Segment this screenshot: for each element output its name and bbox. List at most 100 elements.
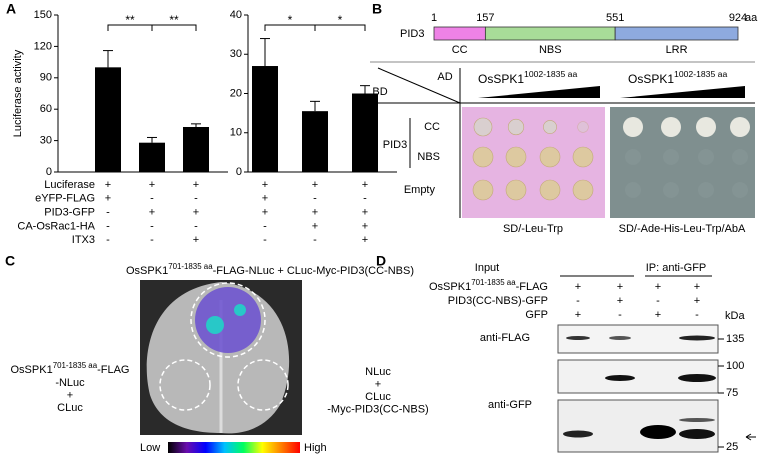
- band: [678, 374, 716, 382]
- input-label: Input: [475, 262, 499, 274]
- y-tick-label: 120: [34, 40, 52, 52]
- sig-label: *: [338, 13, 343, 27]
- row-label: Empty: [404, 184, 436, 196]
- left-label-base: OsSPK1: [11, 364, 53, 376]
- unit-label: aa: [745, 12, 758, 24]
- colony: [698, 182, 714, 198]
- panel-letter: C: [5, 253, 15, 269]
- band: [563, 430, 593, 438]
- marker-label: 25: [726, 441, 738, 453]
- condition-label: eYFP-FLAG: [35, 193, 95, 205]
- domain-label: CC: [452, 44, 468, 56]
- condition-label: ITX3: [72, 234, 95, 246]
- condition-label: PID3-GFP: [44, 207, 95, 219]
- roi: [190, 282, 266, 358]
- left-line: -NLuc: [55, 377, 85, 389]
- y-tick-label: 10: [230, 127, 242, 139]
- roi: [159, 359, 211, 411]
- row-cell: +: [694, 281, 700, 293]
- colony: [732, 182, 748, 198]
- y-tick-label: 30: [40, 135, 52, 147]
- domain: [614, 26, 739, 41]
- condition-cell: +: [105, 179, 111, 191]
- gradient-wedge: [620, 86, 745, 98]
- row-label-base: GFP: [525, 309, 548, 321]
- left-line: CLuc: [57, 402, 83, 414]
- sig-bracket: [314, 24, 366, 31]
- condition-cell: +: [362, 179, 368, 191]
- row-cell: +: [694, 295, 700, 307]
- band: [640, 425, 676, 439]
- condition-cell: +: [362, 234, 368, 246]
- arrow: [745, 433, 756, 441]
- position-label: 1: [431, 12, 437, 24]
- row-cell: -: [576, 295, 580, 307]
- left-label-rest: -FLAG: [97, 364, 129, 376]
- row-label: GFP: [525, 309, 548, 321]
- y-tick-label: 60: [40, 103, 52, 115]
- bait-label-sup: 1002-1835 aa: [524, 69, 577, 79]
- row-label-base: OsSPK1: [429, 281, 471, 293]
- colony: [473, 117, 493, 137]
- row-label: PID3(CC-NBS)-GFP: [448, 295, 548, 307]
- row-cell: +: [617, 281, 623, 293]
- colony: [472, 146, 494, 168]
- roi: [237, 359, 289, 411]
- colony: [539, 146, 561, 168]
- marker-label: 75: [726, 387, 738, 399]
- high-label: High: [304, 442, 327, 454]
- band: [605, 375, 635, 381]
- row-label-sup: 701-1835 aa: [471, 278, 516, 287]
- sig-label: *: [288, 13, 293, 27]
- colony: [577, 121, 589, 133]
- y-tick-label: 30: [230, 48, 242, 60]
- c-title-base: OsSPK1: [126, 265, 168, 277]
- blot: [557, 399, 719, 453]
- row-label: CC: [424, 121, 440, 133]
- condition-cell: +: [262, 207, 268, 219]
- marker-label: 100: [726, 360, 744, 372]
- condition-label: Luciferase: [44, 179, 95, 191]
- right-line: +: [375, 378, 381, 390]
- domain-label: LRR: [666, 44, 688, 56]
- condition-cell: -: [313, 193, 317, 205]
- c-title-rest: -FLAG-NLuc + CLuc-Myc-PID3(CC-NBS): [213, 265, 414, 277]
- bd-label: BD: [372, 86, 387, 98]
- condition-cell: -: [106, 220, 110, 232]
- bait-label: OsSPK11002-1835 aa: [478, 69, 577, 86]
- colony: [625, 149, 641, 165]
- sig-bracket: [151, 24, 197, 31]
- bait-label: OsSPK11002-1835 aa: [628, 69, 727, 86]
- bar: [95, 67, 121, 172]
- row-cell: +: [575, 281, 581, 293]
- sig-label: **: [125, 13, 135, 27]
- condition-cell: +: [149, 207, 155, 219]
- condition-cell: +: [262, 193, 268, 205]
- bar: [183, 126, 209, 172]
- row-cell: +: [575, 309, 581, 321]
- bait-label-base: OsSPK1: [628, 72, 674, 86]
- row-label-base: PID3(CC-NBS)-GFP: [448, 295, 548, 307]
- row-cell: +: [655, 309, 661, 321]
- y-tick-label: 0: [46, 166, 52, 178]
- row-cell: -: [618, 309, 622, 321]
- position-label: 551: [606, 12, 624, 24]
- panel-letter: A: [6, 1, 16, 17]
- bar: [252, 66, 278, 172]
- condition-cell: +: [362, 220, 368, 232]
- c-title-sup: 701-1835 aa: [168, 262, 213, 271]
- condition-cell: -: [363, 193, 367, 205]
- domain: [433, 26, 486, 41]
- bait-label-base: OsSPK1: [478, 72, 524, 86]
- gradient-wedge: [478, 86, 600, 98]
- colony: [663, 149, 679, 165]
- colony: [539, 179, 561, 201]
- panel-letter: B: [372, 1, 382, 17]
- bait-label-sup: 1002-1835 aa: [674, 69, 727, 79]
- right-line: -Myc-PID3(CC-NBS): [327, 403, 428, 415]
- row-label: NBS: [417, 151, 440, 163]
- colony: [663, 182, 679, 198]
- band: [609, 336, 631, 340]
- condition-cell: -: [194, 193, 198, 205]
- protein-label: PID3: [400, 28, 424, 40]
